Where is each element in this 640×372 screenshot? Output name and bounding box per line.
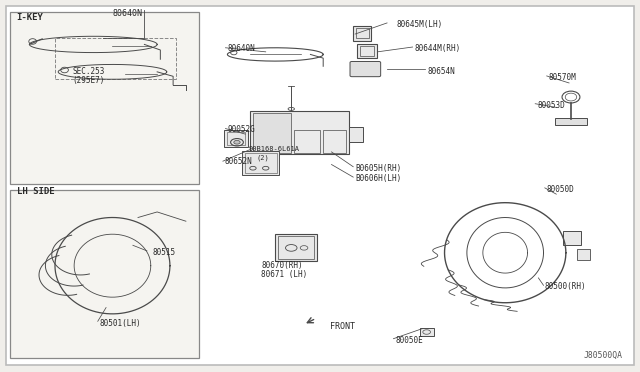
- Text: (295E7): (295E7): [72, 76, 104, 85]
- Text: B0605H(RH): B0605H(RH): [355, 164, 401, 173]
- Text: 80644M(RH): 80644M(RH): [415, 44, 461, 53]
- FancyBboxPatch shape: [577, 249, 590, 260]
- FancyBboxPatch shape: [253, 113, 291, 153]
- Text: I-KEY: I-KEY: [17, 13, 44, 22]
- Text: 80501(LH): 80501(LH): [100, 319, 141, 328]
- FancyBboxPatch shape: [250, 111, 349, 154]
- FancyBboxPatch shape: [563, 231, 580, 245]
- Text: FRONT: FRONT: [330, 321, 355, 331]
- Text: 80670(RH): 80670(RH): [261, 261, 303, 270]
- FancyBboxPatch shape: [555, 118, 587, 125]
- Text: 80645M(LH): 80645M(LH): [397, 20, 443, 29]
- Text: 90B168-6L61A: 90B168-6L61A: [248, 146, 300, 152]
- Text: SEC.253: SEC.253: [72, 67, 104, 76]
- FancyBboxPatch shape: [275, 234, 317, 261]
- Text: 80640N: 80640N: [113, 9, 143, 18]
- FancyBboxPatch shape: [6, 6, 634, 365]
- Text: 80050D: 80050D: [547, 185, 575, 194]
- Text: (2): (2): [256, 155, 269, 161]
- FancyBboxPatch shape: [349, 128, 363, 142]
- Text: 80640N: 80640N: [227, 44, 255, 53]
- FancyBboxPatch shape: [10, 12, 198, 184]
- FancyBboxPatch shape: [242, 151, 279, 175]
- Text: 90052G: 90052G: [227, 125, 255, 134]
- Text: 80500(RH): 80500(RH): [545, 282, 586, 291]
- FancyBboxPatch shape: [420, 328, 434, 336]
- FancyBboxPatch shape: [350, 61, 381, 77]
- Text: 80515: 80515: [153, 248, 176, 257]
- Text: 80053D: 80053D: [537, 101, 565, 110]
- Text: 80652N: 80652N: [224, 157, 252, 166]
- Text: 80570M: 80570M: [548, 73, 577, 82]
- FancyBboxPatch shape: [10, 190, 198, 358]
- Text: J80500QA: J80500QA: [584, 351, 623, 360]
- Text: LH SIDE: LH SIDE: [17, 187, 54, 196]
- Text: 80654N: 80654N: [428, 67, 455, 76]
- FancyBboxPatch shape: [357, 44, 378, 58]
- Text: B0606H(LH): B0606H(LH): [355, 174, 401, 183]
- Ellipse shape: [234, 140, 240, 144]
- FancyBboxPatch shape: [353, 26, 371, 41]
- FancyBboxPatch shape: [224, 131, 248, 147]
- Text: 80050E: 80050E: [396, 336, 423, 346]
- Text: 80671 (LH): 80671 (LH): [261, 270, 307, 279]
